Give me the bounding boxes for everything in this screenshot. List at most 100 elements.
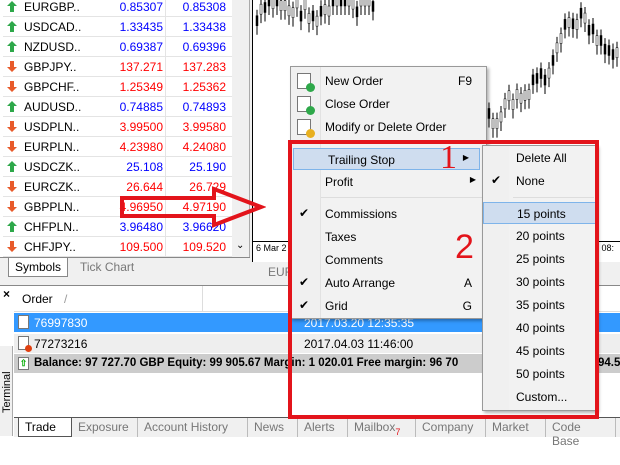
submenu-item[interactable]: Delete All — [483, 147, 596, 169]
step-2-label: 2 — [455, 228, 474, 266]
close-icon[interactable]: × — [3, 287, 11, 301]
symbol-row[interactable]: EURPLN.. 4.23980 4.24080 — [3, 137, 232, 157]
tab-company[interactable]: Company — [416, 418, 486, 437]
symbol-row[interactable]: NZDUSD.. 0.69387 0.69396 — [3, 37, 232, 57]
tab-label: Market — [492, 420, 529, 434]
menu-item-comments[interactable]: Comments — [291, 249, 486, 271]
chevron-down-icon[interactable]: ⌄ — [236, 240, 245, 251]
symbol-row[interactable]: EURGBP.. 0.85307 0.85308 — [3, 0, 232, 17]
tab-label: Company — [422, 420, 474, 434]
tab-label: Account History — [144, 420, 229, 434]
tab-news[interactable]: News — [248, 418, 298, 437]
submenu-item[interactable]: 35 points — [483, 294, 596, 316]
column-order[interactable]: Order — [22, 292, 53, 306]
candle-body — [495, 118, 499, 129]
tab-alerts[interactable]: Alerts — [298, 418, 348, 437]
tab-account-history[interactable]: Account History — [138, 418, 248, 437]
mailbox-badge: 7 — [395, 427, 401, 437]
candle-body — [323, 4, 327, 15]
menu-label: New Order — [325, 74, 384, 88]
bid-price: 4.23980 — [119, 140, 163, 154]
tab-trade[interactable]: Trade — [18, 418, 72, 437]
ask-price: 1.25362 — [182, 80, 226, 94]
symbol-row[interactable]: USDPLN.. 3.99500 3.99580 — [3, 117, 232, 137]
candle-body — [319, 5, 323, 17]
symbol-name: GBPCHF.. — [24, 80, 80, 94]
submenu-arrow-icon: ▶ — [462, 153, 469, 162]
submenu-item[interactable]: 45 points — [483, 340, 596, 362]
terminal-label: Terminal — [1, 371, 13, 413]
candle-body — [603, 43, 607, 55]
candle-body — [271, 0, 275, 9]
tab-label: News — [254, 420, 285, 434]
candle-body — [355, 6, 359, 18]
menu-label: Profit — [325, 175, 354, 189]
symbol-name: EURCZK.. — [24, 180, 81, 194]
menu-item-new-order[interactable]: New Order F9 — [291, 70, 486, 92]
menu-item-close-order[interactable]: Close Order — [291, 93, 486, 115]
bid-price: 0.85307 — [119, 0, 163, 14]
menu-item-commissions[interactable]: ✔ Commissions — [291, 203, 486, 225]
symbol-row[interactable]: USDCZK.. 25.108 25.190 — [3, 157, 232, 177]
menu-item-profit[interactable]: Profit ▶ — [291, 171, 486, 193]
menu-label: Comments — [325, 253, 384, 267]
menu-item-taxes[interactable]: Taxes — [291, 226, 486, 248]
candle-body — [255, 15, 259, 26]
candle-body — [507, 90, 511, 102]
candle-body — [347, 0, 351, 7]
menu-separator — [321, 197, 484, 198]
submenu-item[interactable]: 50 points — [483, 363, 596, 385]
submenu-item[interactable]: ✔ None — [483, 170, 596, 192]
submenu-item[interactable]: 40 points — [483, 317, 596, 339]
menu-label: Taxes — [325, 230, 357, 244]
tab-market[interactable]: Market — [486, 418, 546, 437]
symbol-row[interactable]: USDCAD.. 1.33435 1.33438 — [3, 17, 232, 37]
menu-item-grid[interactable]: ✔ Grid G — [291, 295, 486, 317]
menu-item-trailing-stop[interactable]: Trailing Stop ▶ — [293, 148, 480, 170]
bid-price: 1.33435 — [119, 20, 163, 34]
submenu-item[interactable]: 25 points — [483, 248, 596, 270]
order-time: 2017.04.03 11:46:00 — [304, 337, 414, 351]
scrollbar[interactable]: ⌄ — [232, 0, 249, 258]
submenu-item[interactable]: 20 points — [483, 225, 596, 247]
candle-body — [519, 92, 523, 104]
candle-body — [571, 18, 575, 29]
menu-label: Modify or Delete Order — [325, 120, 447, 134]
candle-body — [587, 24, 591, 36]
bid-price: 3.99500 — [119, 120, 163, 134]
modify-order-icon — [297, 119, 315, 138]
chart-tab[interactable]: EUR — [268, 265, 294, 279]
menu-item-modify-or-delete-order[interactable]: Modify or Delete Order — [291, 116, 486, 138]
bid-price: 26.644 — [126, 180, 163, 194]
symbol-name: NZDUSD.. — [24, 40, 81, 54]
symbol-row[interactable]: GBPPLN.. 4.96950 4.97190 — [3, 197, 232, 217]
arrow-up-icon — [7, 101, 17, 112]
candle-body — [315, 15, 319, 27]
market-watch-panel: EURGBP.. 0.85307 0.85308 USDCAD.. 1.33435 1.3… — [0, 0, 250, 282]
candle-body — [287, 5, 291, 17]
table-row[interactable]: 77273216 2017.04.03 11:46:00 — [14, 334, 620, 353]
menu-item-auto-arrange[interactable]: ✔ Auto Arrange A — [291, 272, 486, 294]
ask-price: 109.520 — [182, 240, 226, 254]
tab-mailbox[interactable]: Mailbox7 — [348, 418, 416, 437]
candle-body — [371, 1, 375, 12]
candle-body — [523, 90, 527, 101]
symbol-row[interactable]: GBPJPY.. 137.271 137.283 — [3, 57, 232, 77]
bid-price: 4.96950 — [119, 200, 163, 214]
symbol-row[interactable]: AUDUSD.. 0.74885 0.74893 — [3, 97, 232, 117]
candle-body — [503, 98, 507, 110]
submenu-label: 30 points — [516, 275, 565, 289]
tab-code-base[interactable]: Code Base — [546, 418, 616, 448]
symbol-row[interactable]: CHFJPY.. 109.500 109.520 — [3, 237, 232, 257]
candle-body — [579, 7, 583, 19]
arrow-down-icon — [7, 61, 17, 72]
tab-exposure[interactable]: Exposure — [72, 418, 138, 437]
submenu-item[interactable]: 30 points — [483, 271, 596, 293]
symbol-row[interactable]: GBPCHF.. 1.25349 1.25362 — [3, 77, 232, 97]
check-icon: ✔ — [299, 298, 310, 312]
ask-price: 4.97190 — [182, 200, 226, 214]
candle-body — [527, 89, 531, 100]
tab-tick-chart[interactable]: Tick Chart — [80, 260, 135, 274]
tab-symbols[interactable]: Symbols — [8, 258, 69, 277]
submenu-item[interactable]: Custom... — [483, 386, 596, 408]
